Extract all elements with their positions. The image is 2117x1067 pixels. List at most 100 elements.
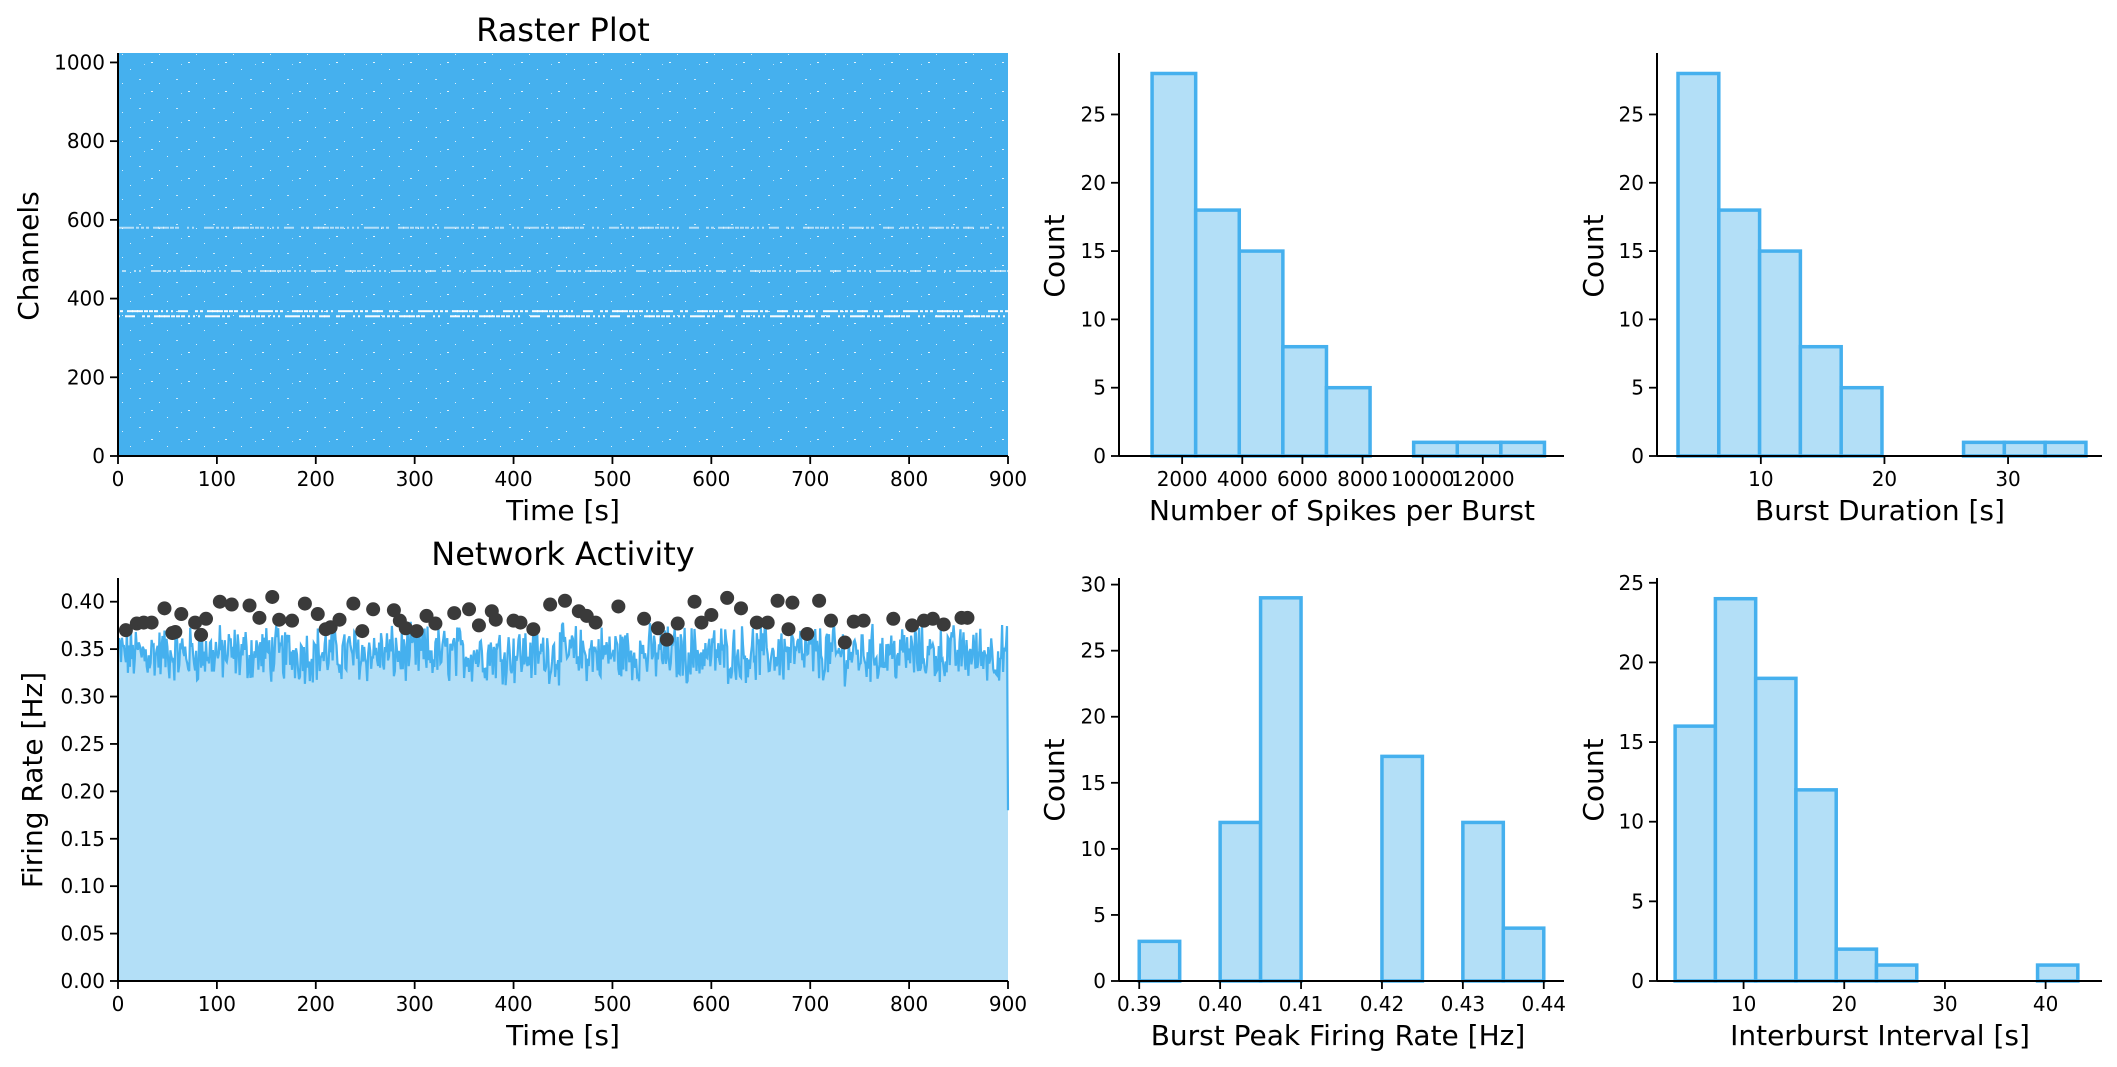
spikes-per-burst-xlabel: Number of Spikes per Burst [1149,494,1535,527]
network-burst-peak-point [398,621,413,636]
raster-gap-mark [779,270,781,273]
raster-gap-mark [806,310,808,313]
raster-gap-mark [801,270,806,273]
raster-gap-mark [820,226,824,229]
spikes-per-burst-y-tick-label: 10 [1081,307,1106,331]
raster-gap-mark [983,270,986,273]
network-burst-peak-point [168,625,183,640]
raster-gap-mark [847,270,851,273]
raster-gap-mark [556,270,561,273]
raster-gap-mark [663,310,668,313]
raster-gap-mark [151,270,156,273]
raster-gap-mark [307,315,310,318]
raster-gap-mark [850,310,853,313]
network-burst-peak-point [252,610,267,625]
raster-gap-mark [326,310,328,313]
burst-peak-rate-y-tick-label: 15 [1081,771,1106,795]
raster-gap-mark [624,270,626,273]
network-burst-peak-point [936,617,951,632]
network-burst-peak-point [856,613,871,628]
raster-gap-mark [883,226,889,229]
network-burst-peak-point [659,632,674,647]
network-title: Network Activity [431,535,694,573]
raster-gap-mark [229,310,233,313]
raster-gap-mark [821,315,825,318]
network-burst-peak-point [144,615,159,630]
raster-gap-mark [491,310,493,313]
raster-gap-mark [341,315,345,318]
interburst-interval-ylabel: Count [1577,738,1610,821]
raster-gap-mark [787,315,790,318]
raster-gap-mark [418,270,421,273]
raster-gap-mark [629,310,633,313]
raster-gap-mark [585,270,591,273]
raster-gap-mark [985,226,989,229]
network-burst-peak-point [272,612,287,627]
raster-gap-mark [159,315,165,318]
raster-gap-mark [797,315,800,318]
raster-gap-mark [472,315,475,318]
raster-gap-mark [166,310,168,313]
raster-gap-mark [631,226,634,229]
raster-gap-mark [826,315,830,318]
raster-gap-mark [896,310,898,313]
raster-gap-mark [420,226,424,229]
raster-gap-mark [478,226,484,229]
raster-gap-mark [185,270,191,273]
burst-peak-rate-y-tick-label: 10 [1081,837,1106,861]
raster-y-tick-label: 1000 [54,50,105,74]
raster-gap-mark [207,270,211,273]
raster-gap-mark [267,226,269,229]
network-burst-peak-point [265,589,280,604]
raster-gap-mark [444,226,449,229]
raster-gap-mark [636,270,641,273]
raster-gap-mark [901,315,905,318]
raster-gap-mark [333,270,336,273]
raster-gap-mark [365,310,368,313]
raster-gap-mark [995,270,1001,273]
raster-gap-mark [763,315,765,318]
raster-gap-mark [952,315,955,318]
raster-gap-mark [643,226,649,229]
interburst-interval-x-tick-label: 40 [2033,992,2058,1016]
raster-gap-mark [321,310,323,313]
raster-gap-mark [233,226,239,229]
raster-gap-mark [568,226,574,229]
raster-gap-mark [268,315,270,318]
raster-gap-mark [489,315,495,318]
burst-peak-rate-y-tick-label: 5 [1093,903,1106,927]
raster-gap-mark [452,310,458,313]
raster-gap-mark [512,226,514,229]
raster-gap-mark [627,315,630,318]
raster-gap-mark [500,226,504,229]
interburst-interval-y-tick-label: 5 [1631,889,1644,913]
network-burst-peak-point [242,598,257,613]
raster-gap-mark [226,226,229,229]
raster-gap-mark [515,310,518,313]
raster-gap-mark [940,315,945,318]
raster-gap-mark [813,270,816,273]
burst-peak-rate-plot-area: 0.39 0.40 0.41 0.42 0.43 0.44 0 5 10 15 20 25 30 [1081,573,1566,1016]
raster-gap-mark [845,310,848,313]
raster-gap-mark [250,226,254,229]
network-burst-peak-point [488,612,503,627]
raster-gap-mark [522,270,526,273]
network-burst-peak-point [637,611,652,626]
raster-gap-mark [1005,310,1008,313]
raster-gap-mark [290,315,295,318]
raster-gap-mark [607,270,611,273]
raster-gap-mark [918,315,920,318]
raster-gap-mark [655,226,659,229]
raster-gap-mark [278,315,280,318]
raster-gap-mark [190,270,196,273]
raster-gap-mark [168,270,171,273]
raster-gap-mark [554,310,558,313]
raster-gap-mark [312,315,315,318]
raster-gap-mark [525,310,528,313]
network-burst-peak-point [812,593,827,608]
raster-gap-mark [330,226,334,229]
raster-gap-mark [284,226,289,229]
raster-gap-mark [142,315,145,318]
spikes-per-burst-bar [1455,440,1503,458]
raster-gap-mark [270,270,276,273]
